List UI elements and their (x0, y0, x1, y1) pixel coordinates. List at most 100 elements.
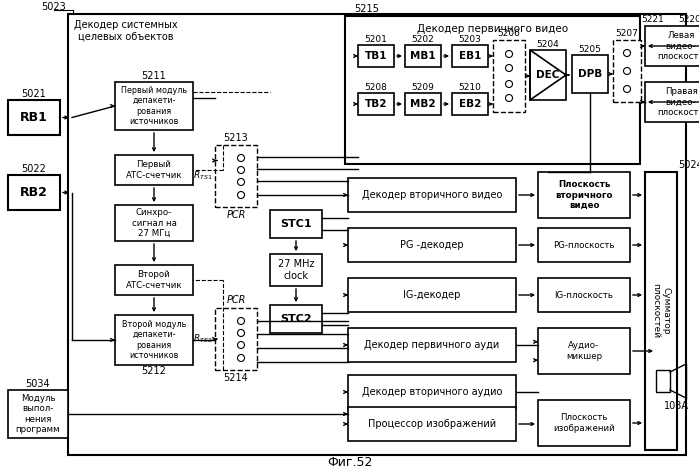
Text: Синхро-
сигнал на
27 МГц: Синхро- сигнал на 27 МГц (131, 208, 176, 238)
Text: EB2: EB2 (459, 99, 481, 109)
Bar (530, 50, 566, 100)
Bar (115, 82, 193, 130)
Bar (348, 178, 516, 212)
Bar (358, 45, 394, 67)
Text: 5214: 5214 (224, 373, 248, 383)
Text: 5210: 5210 (459, 82, 482, 91)
Text: 5207: 5207 (616, 28, 638, 37)
Bar (8, 175, 60, 210)
Text: MB2: MB2 (410, 99, 435, 109)
Text: 27 MHz
clock: 27 MHz clock (278, 259, 315, 281)
Text: Декодер вторичного аудио: Декодер вторичного аудио (362, 387, 502, 397)
Text: PCR: PCR (226, 295, 245, 305)
Text: RB2: RB2 (20, 186, 48, 199)
Bar (215, 145, 257, 207)
Text: Декодер системных
целевых объектов: Декодер системных целевых объектов (74, 20, 178, 42)
Bar (348, 328, 516, 362)
Bar (8, 100, 60, 135)
Text: 5211: 5211 (142, 71, 166, 81)
Text: Плоскость
изображений: Плоскость изображений (553, 413, 615, 433)
Bar (345, 16, 640, 164)
Text: Аудио-
микшер: Аудио- микшер (566, 341, 602, 361)
Bar (452, 45, 488, 67)
Text: Декодер вторичного видео: Декодер вторичного видео (362, 190, 502, 200)
Text: 5021: 5021 (22, 89, 46, 99)
Text: 103A: 103A (663, 401, 689, 411)
Bar (270, 305, 322, 333)
Text: 5212: 5212 (142, 366, 166, 376)
Text: $R_{TS2}$: $R_{TS2}$ (193, 333, 212, 345)
Bar (572, 55, 608, 93)
Text: Фиг.52: Фиг.52 (327, 456, 373, 468)
Text: Плоскость
вторичного
видео: Плоскость вторичного видео (555, 180, 613, 210)
Text: IG-плоскость: IG-плоскость (554, 291, 614, 300)
Text: Сумматор
плоскостей: Сумматор плоскостей (651, 283, 671, 338)
Bar (493, 40, 525, 112)
Bar (215, 308, 257, 370)
Bar (405, 93, 441, 115)
Bar (538, 228, 630, 262)
Bar (645, 82, 699, 122)
Text: Процессор изображений: Процессор изображений (368, 419, 496, 429)
Bar (270, 254, 322, 286)
Text: DPB: DPB (578, 69, 602, 79)
Text: TB1: TB1 (365, 51, 387, 61)
Text: Декодер первичного ауди: Декодер первичного ауди (364, 340, 500, 350)
Bar (115, 315, 193, 365)
Bar (8, 390, 68, 438)
Text: 5208: 5208 (365, 82, 387, 91)
Text: 5034: 5034 (26, 379, 50, 389)
Text: Модуль
выпол-
нения
программ: Модуль выпол- нения программ (15, 394, 60, 434)
Bar (358, 93, 394, 115)
Text: PG-плоскость: PG-плоскость (553, 240, 615, 249)
Text: Левая
видео-
плоскость: Левая видео- плоскость (658, 31, 699, 61)
Text: 5202: 5202 (412, 35, 434, 44)
Bar (348, 375, 516, 409)
Text: 5206: 5206 (498, 28, 521, 37)
Bar (115, 205, 193, 241)
Text: 5215: 5215 (354, 4, 380, 14)
Bar (656, 370, 670, 392)
Text: 5203: 5203 (459, 35, 482, 44)
Text: Правая
видео-
плоскость: Правая видео- плоскость (658, 87, 699, 117)
Text: 5213: 5213 (224, 133, 248, 143)
Text: RB1: RB1 (20, 111, 48, 124)
Bar (538, 172, 630, 218)
Text: TB2: TB2 (365, 99, 387, 109)
Bar (645, 172, 677, 450)
Bar (348, 228, 516, 262)
Text: $R_{TS1}$: $R_{TS1}$ (193, 170, 212, 182)
Text: Первый модуль
депакети-
рования
источников: Первый модуль депакети- рования источник… (121, 86, 187, 126)
Bar (348, 278, 516, 312)
Bar (115, 265, 193, 295)
Text: STC2: STC2 (280, 314, 312, 324)
Text: 5209: 5209 (412, 82, 435, 91)
Bar (452, 93, 488, 115)
Text: 5024: 5024 (679, 160, 699, 170)
Text: Декодер первичного видео: Декодер первичного видео (417, 24, 568, 34)
Text: STC1: STC1 (280, 219, 312, 229)
Bar (270, 210, 322, 238)
Bar (405, 45, 441, 67)
Text: 5220: 5220 (679, 15, 699, 24)
Text: PG -декодер: PG -декодер (401, 240, 464, 250)
Text: EB1: EB1 (459, 51, 481, 61)
Text: DEC: DEC (536, 70, 560, 80)
Text: 5221: 5221 (642, 15, 664, 24)
Bar (348, 407, 516, 441)
Bar (613, 40, 641, 102)
Text: MB1: MB1 (410, 51, 435, 61)
Text: Первый
АТС-счетчик: Первый АТС-счетчик (126, 160, 182, 180)
Text: Второй модуль
депакети-
рования
источников: Второй модуль депакети- рования источник… (122, 320, 186, 360)
Text: PCR: PCR (226, 210, 245, 220)
Text: 5201: 5201 (365, 35, 387, 44)
Text: 5022: 5022 (22, 164, 46, 174)
Bar (68, 14, 686, 455)
Text: 5204: 5204 (537, 39, 559, 48)
Bar (538, 400, 630, 446)
Bar (115, 155, 193, 185)
Text: Второй
АТС-счетчик: Второй АТС-счетчик (126, 270, 182, 290)
Bar (538, 328, 630, 374)
Bar (645, 26, 699, 66)
Text: IG-декодер: IG-декодер (403, 290, 461, 300)
